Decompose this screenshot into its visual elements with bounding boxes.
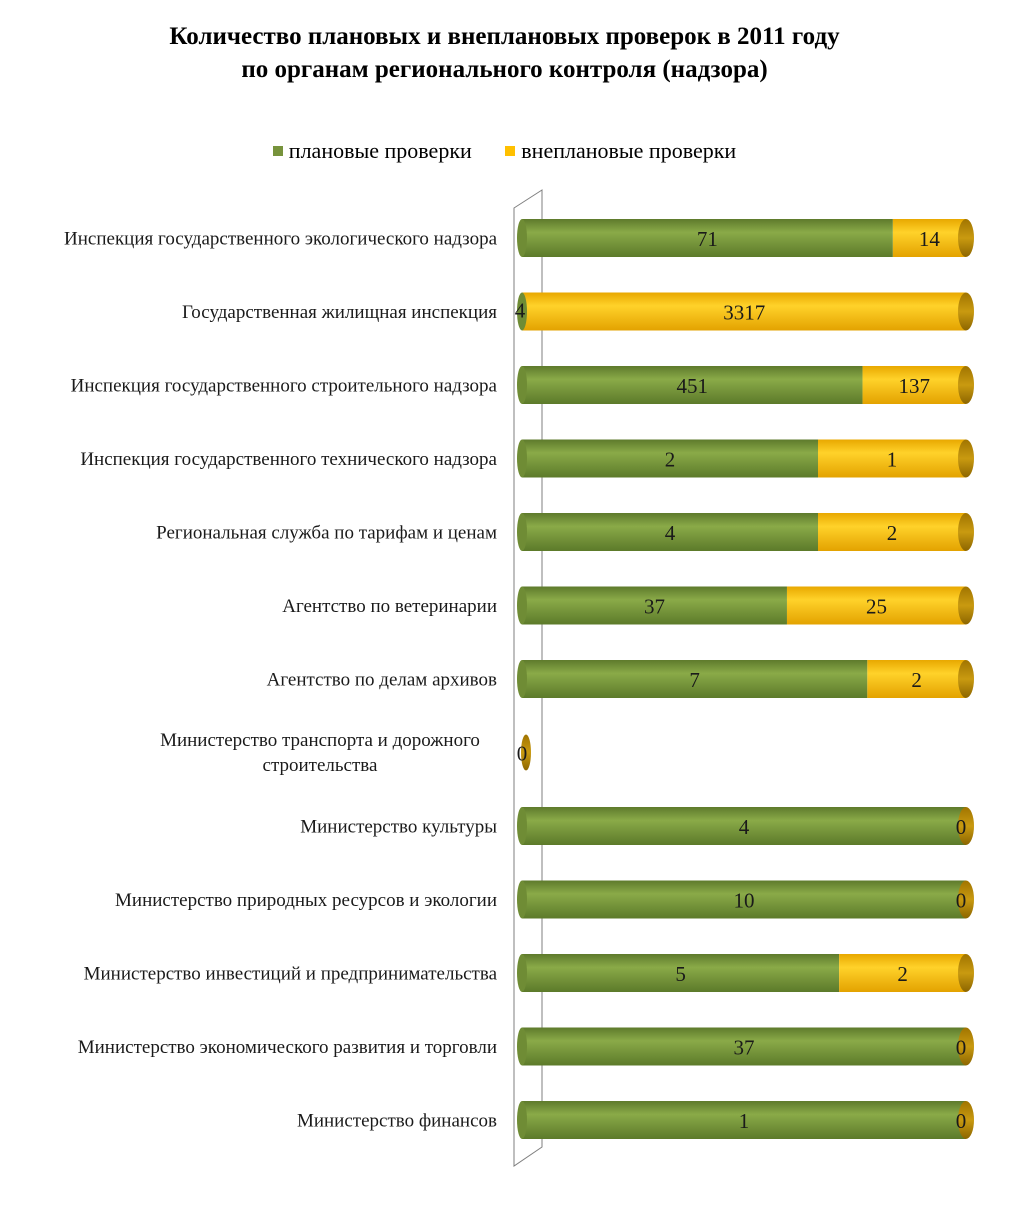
data-label-unplanned: 0 <box>956 815 967 839</box>
bar-end-cap <box>958 880 974 919</box>
data-label-unplanned: 2 <box>911 668 922 692</box>
bar-unplanned <box>867 660 966 698</box>
category-label: Министерство культуры <box>300 817 497 838</box>
chart-title-line2: по органам регионального контроля (надзо… <box>241 56 768 83</box>
bar-start-cap <box>517 366 527 404</box>
bar-planned <box>522 366 863 404</box>
bar-start-cap <box>517 219 527 257</box>
data-label-planned: 4 <box>515 299 526 323</box>
data-label-planned: 37 <box>644 595 665 619</box>
data-label-unplanned: 0 <box>956 1036 967 1060</box>
category-label: Министерство природных ресурсов и эколог… <box>115 890 497 911</box>
legend-label-planned: плановые проверки <box>288 138 472 163</box>
category-label: Министерство транспорта и дорожного <box>160 730 480 751</box>
bar-planned <box>522 513 818 551</box>
bar-end-cap <box>958 660 974 698</box>
bar-planned <box>522 1027 966 1066</box>
legend-item-unplanned: внеплановые проверки <box>505 138 736 164</box>
category-label: Инспекция государственного строительного… <box>71 376 498 397</box>
bar-planned <box>522 586 787 625</box>
bar-unplanned <box>818 439 966 478</box>
category-label: Государственная жилищная инспекция <box>182 302 497 323</box>
bar-planned <box>522 660 868 698</box>
data-label-planned: 4 <box>665 521 676 545</box>
bar-start-cap <box>517 880 527 919</box>
bar-end-cap <box>958 366 974 404</box>
bar-unplanned <box>818 513 966 551</box>
data-label-unplanned: 0 <box>956 1109 967 1133</box>
data-label-planned: 0 <box>517 742 528 766</box>
bar-end-cap <box>958 1101 974 1139</box>
data-label-unplanned: 0 <box>956 889 967 913</box>
category-label: Инспекция государственного технического … <box>80 449 497 470</box>
legend-label-unplanned: внеплановые проверки <box>521 138 737 163</box>
data-label-planned: 5 <box>675 962 686 986</box>
bar-planned <box>522 880 966 919</box>
bar-planned <box>522 219 893 257</box>
category-label: Министерство инвестиций и предпринимател… <box>84 964 498 985</box>
legend-swatch-unplanned <box>505 146 516 156</box>
legend-swatch-planned <box>272 146 283 156</box>
data-label-unplanned: 3317 <box>723 301 765 325</box>
bar-unplanned <box>522 292 966 331</box>
data-label-planned: 7 <box>689 668 700 692</box>
bar-end-cap <box>958 586 974 625</box>
bar-end-cap <box>958 807 974 845</box>
data-label-unplanned: 2 <box>887 521 898 545</box>
data-label-unplanned: 1 <box>887 448 898 472</box>
bar-start-cap <box>517 586 527 625</box>
category-label: Министерство экономического развития и т… <box>78 1037 497 1058</box>
category-label: строительства <box>263 755 378 776</box>
data-label-planned: 4 <box>739 815 750 839</box>
bar-unplanned <box>786 586 966 625</box>
bar-end-cap <box>958 1027 974 1066</box>
bar-unplanned <box>862 366 966 404</box>
data-label-unplanned: 14 <box>919 227 941 251</box>
bar-end-cap <box>521 734 531 771</box>
bar-planned <box>522 807 966 845</box>
data-label-unplanned: 2 <box>897 962 908 986</box>
axis-wall <box>513 189 543 1167</box>
bar-start-cap <box>517 954 527 992</box>
legend: плановые проверки внеплановые проверки <box>0 136 1009 164</box>
bar-unplanned <box>892 219 966 257</box>
bar-start-cap <box>517 513 527 551</box>
bar-planned <box>522 954 840 992</box>
bar-end-cap <box>958 439 974 478</box>
bar-start-cap <box>517 1027 527 1066</box>
bar-end-cap <box>958 292 974 331</box>
bar-end-cap <box>958 513 974 551</box>
data-label-unplanned: 137 <box>899 374 931 398</box>
category-label: Агентство по ветеринарии <box>282 596 497 617</box>
bar-end-cap <box>958 954 974 992</box>
bar-planned <box>522 1101 966 1139</box>
bar-planned <box>522 439 818 478</box>
category-label: Инспекция государственного экологическог… <box>64 229 498 250</box>
data-label-planned: 1 <box>739 1109 750 1133</box>
chart-title: Количество плановых и внеплановых провер… <box>0 20 1009 86</box>
bar-start-cap <box>517 807 527 845</box>
bar-start-cap <box>517 292 527 331</box>
bar-start-cap <box>517 439 527 478</box>
data-label-unplanned: 25 <box>866 595 887 619</box>
category-label: Региональная служба по тарифам и ценам <box>156 523 497 544</box>
data-label-planned: 451 <box>677 374 709 398</box>
data-label-planned: 37 <box>734 1036 755 1060</box>
data-label-planned: 2 <box>665 448 676 472</box>
category-label: Агентство по делам архивов <box>267 670 497 691</box>
chart-title-line1: Количество плановых и внеплановых провер… <box>169 23 840 50</box>
bar-unplanned <box>839 954 966 992</box>
data-label-planned: 71 <box>697 227 718 251</box>
bar-start-cap <box>517 660 527 698</box>
legend-item-planned: плановые проверки <box>272 138 472 164</box>
category-label: Министерство финансов <box>297 1111 497 1132</box>
data-label-planned: 10 <box>734 889 755 913</box>
bar-end-cap <box>958 219 974 257</box>
bar-start-cap <box>517 1101 527 1139</box>
